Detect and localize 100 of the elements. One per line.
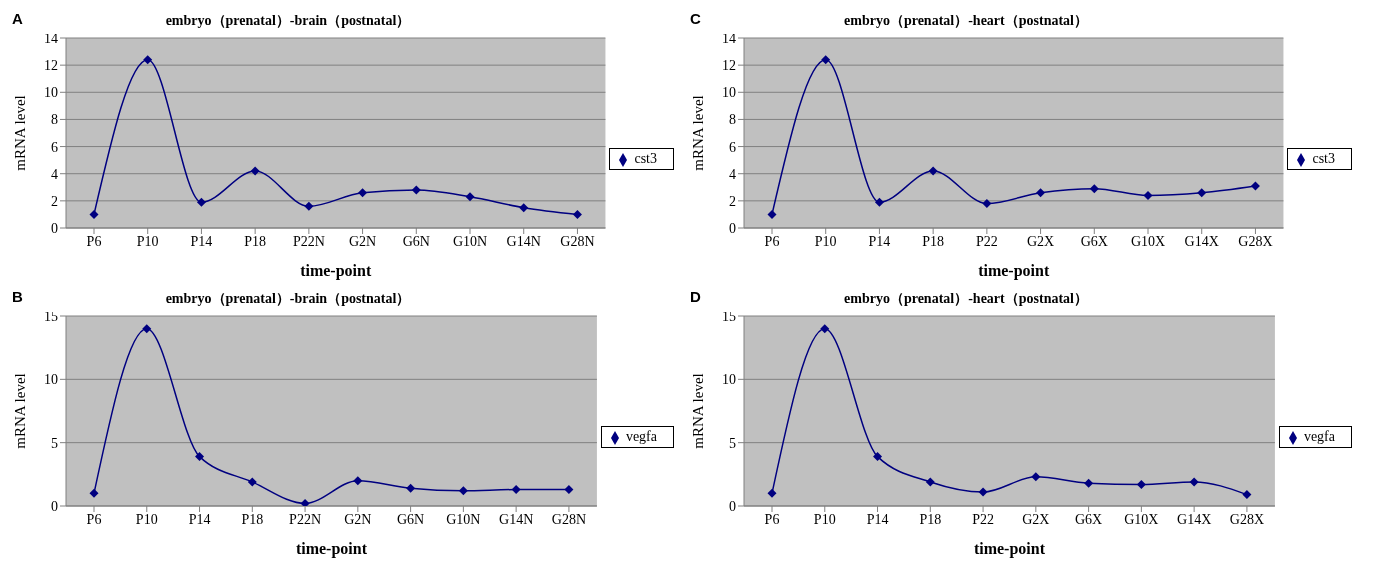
- y-tick-label: 4: [51, 166, 58, 182]
- chart-title: embryo（prenatal）-heart（postnatal）: [843, 290, 1089, 308]
- point: [572, 209, 582, 219]
- x-tick-label: P18: [244, 233, 267, 249]
- point: [1189, 477, 1199, 487]
- x-tick-label: P22: [972, 511, 994, 527]
- point: [304, 201, 314, 211]
- y-tick-label: 15: [44, 308, 58, 324]
- point: [1250, 181, 1260, 191]
- point: [89, 488, 99, 498]
- point: [458, 486, 468, 496]
- point: [519, 203, 529, 213]
- point: [142, 324, 152, 334]
- text: A: [12, 10, 23, 27]
- legend-label: vegfa: [625, 429, 657, 444]
- point: [1197, 188, 1207, 198]
- x-tick-label: G2X: [1026, 233, 1055, 249]
- y-tick-label: 8: [51, 112, 58, 128]
- point: [873, 452, 883, 462]
- x-tick-label: P10: [135, 511, 158, 527]
- legend-label: vegfa: [1303, 429, 1335, 444]
- y-tick-label: 6: [729, 139, 736, 155]
- y-tick-label: 10: [44, 85, 58, 101]
- x-tick-label: G28X: [1229, 511, 1265, 527]
- y-tick-label: 14: [722, 30, 736, 46]
- x-tick-label: G2N: [348, 233, 377, 249]
- y-tick-label: 15: [722, 308, 736, 324]
- y-axis-title: mRNA level: [690, 373, 707, 449]
- x-tick-label: P18: [241, 511, 264, 527]
- point: [928, 166, 938, 176]
- y-axis-title: mRNA level: [690, 95, 707, 171]
- x-tick-label: G14X: [1177, 511, 1212, 527]
- y-tick-label: 12: [722, 58, 736, 74]
- y-axis-title: mRNA level: [12, 95, 29, 171]
- point: [767, 488, 777, 498]
- x-tick-label: P18: [919, 511, 942, 527]
- point: [406, 483, 416, 493]
- x-tick-label: P6: [86, 511, 102, 527]
- point: [820, 324, 830, 334]
- point: [511, 485, 521, 495]
- x-tick-label: G14X: [1184, 233, 1219, 249]
- point: [89, 209, 99, 219]
- point: [1036, 188, 1046, 198]
- point: [978, 487, 988, 497]
- x-axis-title: time-point: [973, 540, 1046, 558]
- point: [767, 209, 777, 219]
- x-tick-label: P6: [86, 233, 102, 249]
- y-tick-label: 5: [51, 435, 58, 451]
- text: D: [690, 288, 701, 305]
- y-tick-label: 0: [51, 498, 58, 514]
- point: [353, 476, 363, 486]
- point: [250, 166, 260, 176]
- x-tick-label: G6X: [1080, 233, 1108, 249]
- point: [465, 192, 475, 202]
- x-tick-label: G6X: [1074, 511, 1103, 527]
- x-tick-label: P22N: [292, 233, 325, 249]
- x-tick-label: P14: [188, 511, 211, 527]
- point: [1084, 478, 1094, 488]
- x-tick-label: G28N: [560, 233, 595, 249]
- y-tick-label: 10: [44, 372, 58, 388]
- y-tick-label: 6: [51, 139, 58, 155]
- y-tick-label: 2: [729, 193, 736, 209]
- y-tick-label: 10: [722, 372, 736, 388]
- x-axis-title: time-point: [300, 262, 372, 280]
- x-tick-label: G6N: [396, 511, 425, 527]
- x-tick-label: P10: [136, 233, 159, 249]
- x-tick-label: P6: [764, 511, 780, 527]
- x-tick-label: P22N: [289, 511, 322, 527]
- point: [925, 477, 935, 487]
- y-tick-label: 2: [51, 193, 58, 209]
- text: C: [690, 10, 701, 27]
- y-tick-label: 5: [729, 435, 736, 451]
- x-tick-label: G2N: [344, 511, 372, 527]
- y-tick-label: 14: [44, 30, 58, 46]
- x-tick-label: G14N: [499, 511, 534, 527]
- x-tick-label: G10N: [452, 233, 488, 249]
- point: [1089, 184, 1099, 194]
- x-tick-label: P14: [190, 233, 213, 249]
- chart-title: embryo（prenatal）-brain（postnatal）: [164, 290, 412, 308]
- point: [564, 485, 574, 495]
- y-tick-label: 0: [729, 498, 736, 514]
- x-tick-label: G2X: [1022, 511, 1050, 527]
- point: [1242, 490, 1252, 500]
- point: [247, 477, 257, 487]
- legend-label: cst3: [1312, 151, 1335, 166]
- point: [196, 197, 206, 207]
- x-tick-label: P18: [922, 233, 945, 249]
- x-tick-label: P10: [814, 233, 837, 249]
- point: [821, 55, 831, 65]
- x-axis-title: time-point: [295, 540, 368, 558]
- y-tick-label: 12: [44, 58, 58, 74]
- point: [1143, 190, 1153, 200]
- x-tick-label: P10: [813, 511, 836, 527]
- y-tick-label: 0: [729, 220, 736, 236]
- x-tick-label: P22: [975, 233, 998, 249]
- point: [1136, 479, 1146, 489]
- x-tick-label: G14N: [506, 233, 541, 249]
- x-tick-label: G10X: [1124, 511, 1159, 527]
- point: [874, 197, 884, 207]
- point: [358, 188, 368, 198]
